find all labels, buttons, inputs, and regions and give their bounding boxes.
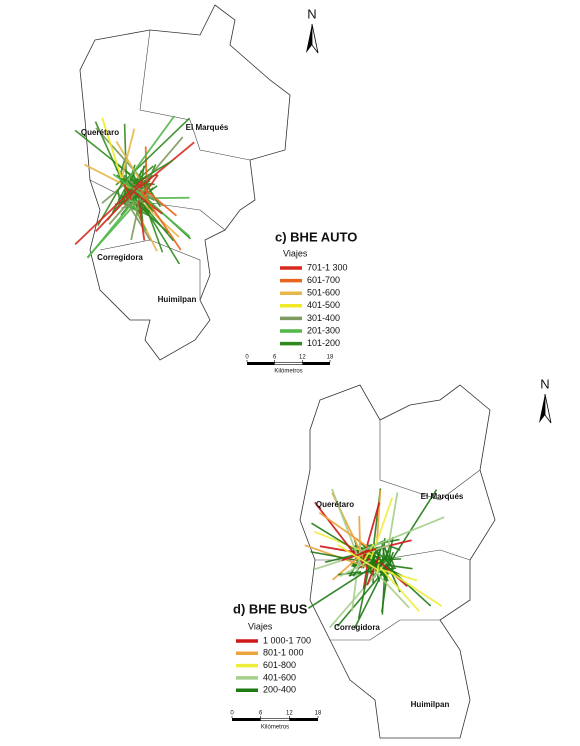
network-link bbox=[108, 200, 131, 225]
legend-label: 701-1 300 bbox=[307, 262, 348, 272]
network-link bbox=[112, 173, 148, 200]
network-link bbox=[126, 201, 152, 242]
network-link bbox=[314, 501, 362, 563]
network-link bbox=[388, 570, 443, 607]
network-link bbox=[366, 556, 380, 586]
place-label: Corregidora bbox=[97, 253, 143, 262]
network-link bbox=[318, 511, 368, 548]
network-link bbox=[101, 181, 129, 204]
scale-unit: Kilómetros bbox=[261, 725, 289, 731]
network-link bbox=[143, 188, 178, 217]
place-label: Huimilpan bbox=[158, 295, 197, 304]
place-label: El Marqués bbox=[421, 492, 464, 501]
scale-tick-label: 0 bbox=[245, 355, 249, 361]
scale-tick-label: 0 bbox=[230, 711, 234, 717]
north-arrow bbox=[306, 24, 312, 53]
network-link bbox=[357, 556, 373, 619]
north-label: N bbox=[307, 6, 316, 21]
place-label: Huimilpan bbox=[411, 700, 450, 709]
network-link bbox=[386, 536, 394, 567]
network-link bbox=[358, 516, 362, 552]
network-link bbox=[139, 189, 182, 251]
place-label: Querétaro bbox=[81, 128, 119, 137]
network-link bbox=[115, 140, 140, 180]
legend-label: 501-600 bbox=[307, 288, 340, 298]
network-link bbox=[126, 115, 176, 182]
network-link bbox=[387, 489, 438, 566]
internal-boundary bbox=[89, 29, 481, 641]
north-arrow bbox=[311, 23, 319, 54]
network-link bbox=[130, 190, 143, 241]
legend-label: 200-400 bbox=[263, 685, 296, 695]
legend-label: 301-400 bbox=[307, 313, 340, 323]
network-link bbox=[86, 199, 136, 259]
legend-label: 1 000-1 700 bbox=[263, 635, 311, 645]
place-label: Corregidora bbox=[334, 623, 380, 632]
network-link bbox=[353, 572, 383, 629]
scale-unit: Kilómetros bbox=[274, 369, 302, 375]
panel-title: d) BHE BUS bbox=[233, 601, 308, 616]
network-link bbox=[371, 567, 410, 609]
network-link bbox=[387, 492, 399, 548]
scale-tick-label: 12 bbox=[286, 711, 293, 717]
scale-tick-label: 6 bbox=[259, 711, 263, 717]
legend-title: Viajes bbox=[248, 621, 273, 631]
legend-label: 401-500 bbox=[307, 300, 340, 310]
scale-tick-label: 12 bbox=[299, 355, 306, 361]
network-link bbox=[123, 184, 133, 201]
network-link bbox=[337, 544, 379, 571]
network-link bbox=[383, 550, 388, 582]
network-link bbox=[331, 488, 363, 567]
legend-label: 601-800 bbox=[263, 660, 296, 670]
network-link bbox=[133, 159, 174, 185]
network-link bbox=[121, 128, 136, 178]
network-link bbox=[387, 566, 432, 607]
network-link bbox=[379, 566, 420, 613]
network-link bbox=[138, 141, 195, 189]
network-link bbox=[137, 200, 146, 241]
network-link bbox=[389, 551, 394, 562]
scale-tick-label: 18 bbox=[315, 711, 322, 717]
network-link bbox=[74, 129, 133, 177]
network-link bbox=[95, 181, 144, 232]
network-link bbox=[359, 502, 381, 569]
network-link bbox=[115, 176, 126, 186]
network-link bbox=[132, 190, 163, 215]
legend-label: 801-1 000 bbox=[263, 648, 304, 658]
network-link bbox=[142, 203, 174, 242]
panel-title: c) BHE AUTO bbox=[275, 229, 357, 244]
north-arrow bbox=[544, 393, 552, 424]
network-link bbox=[341, 547, 377, 562]
place-label: Querétaro bbox=[316, 500, 354, 509]
network-link bbox=[74, 175, 147, 246]
network-link bbox=[381, 572, 389, 613]
legend-label: 601-700 bbox=[307, 275, 340, 285]
north-arrow bbox=[539, 394, 545, 423]
network-link bbox=[319, 545, 362, 555]
network-link bbox=[380, 568, 418, 582]
scale-tick-label: 18 bbox=[327, 355, 334, 361]
region-outline bbox=[79, 4, 291, 361]
network-link bbox=[101, 117, 123, 179]
place-label: El Marqués bbox=[186, 123, 229, 132]
north-label: N bbox=[540, 376, 549, 391]
scale-tick-label: 6 bbox=[273, 355, 277, 361]
network-link bbox=[143, 179, 162, 208]
legend-label: 101-200 bbox=[307, 338, 340, 348]
legend-label: 201-300 bbox=[307, 325, 340, 335]
network-link bbox=[375, 490, 382, 546]
scale-bar-segment bbox=[260, 718, 290, 721]
scale-bar-segment bbox=[274, 362, 303, 365]
legend-label: 401-600 bbox=[263, 672, 296, 682]
legend-title: Viajes bbox=[283, 248, 308, 258]
network-link bbox=[359, 516, 445, 553]
